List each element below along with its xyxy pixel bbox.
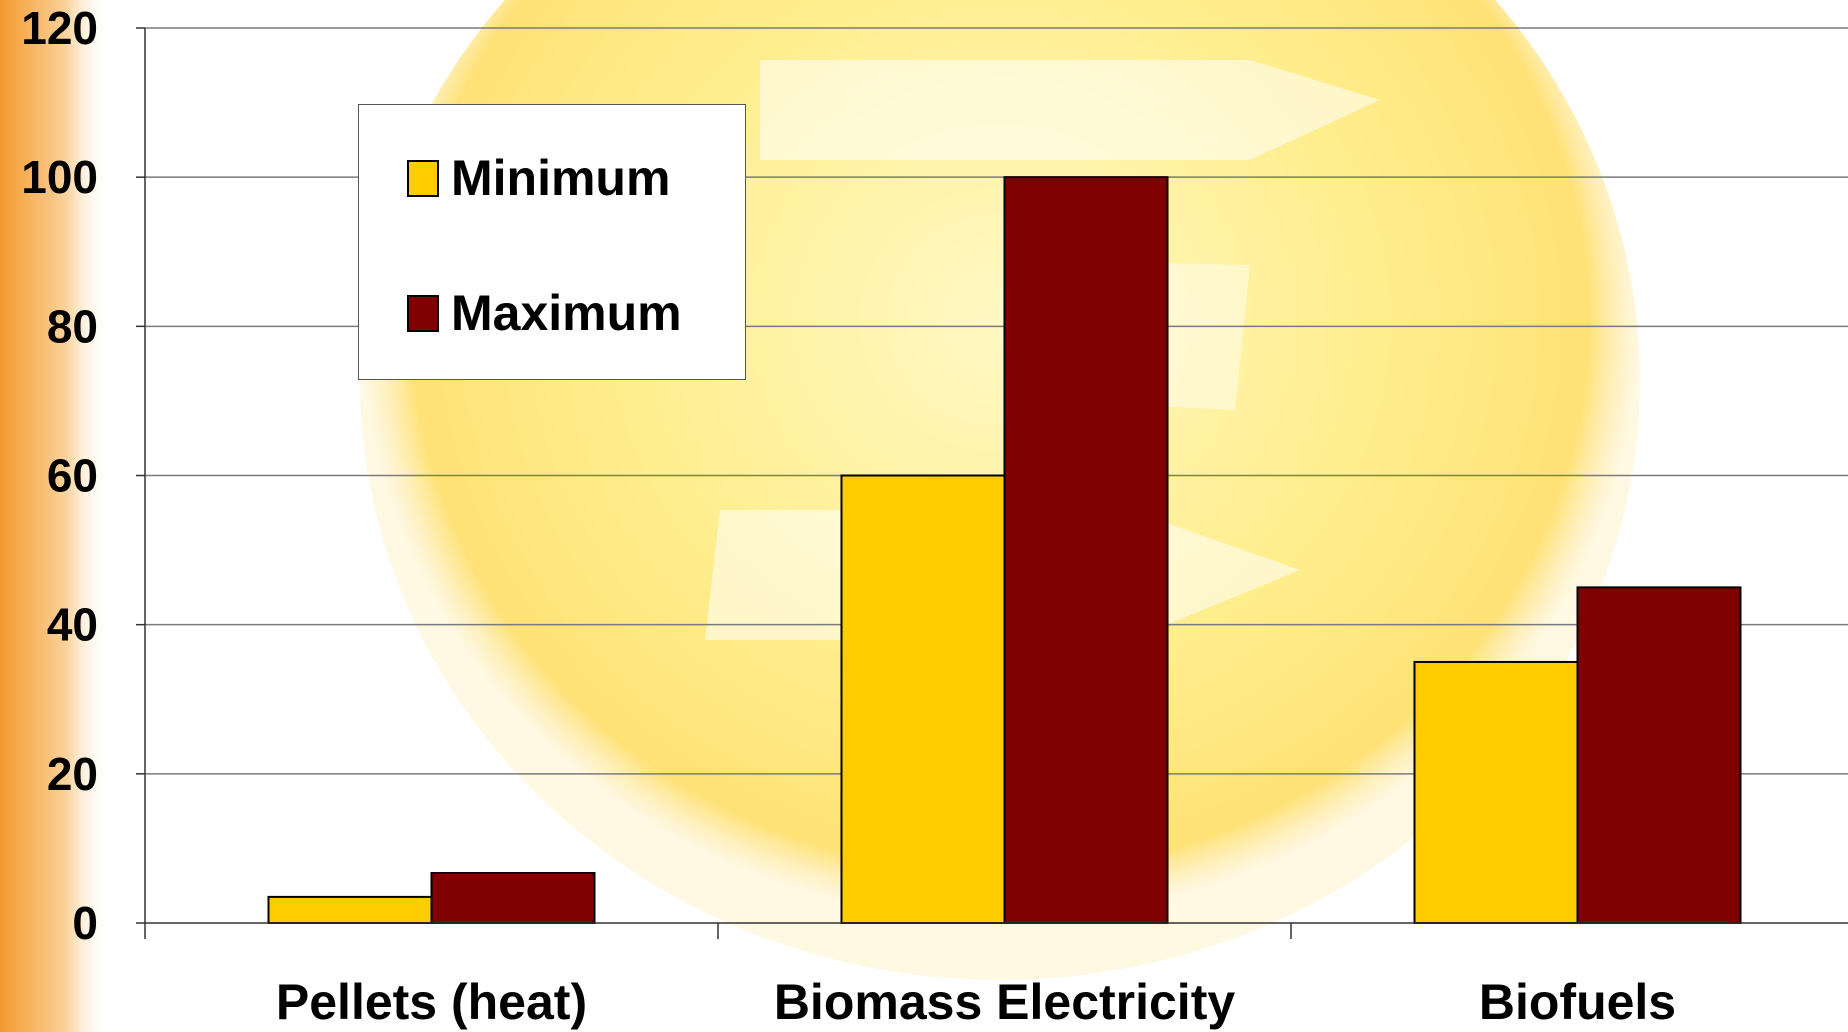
x-tick-label: Pellets (heat)	[276, 974, 587, 1030]
bar-minimum-1	[840, 474, 1006, 924]
y-tick-label: 40	[47, 599, 98, 651]
legend-swatch-maximum	[407, 294, 439, 332]
y-tick-label: 100	[21, 151, 98, 203]
y-tick-label: 20	[47, 748, 98, 800]
legend-item-minimum: Minimum	[407, 153, 670, 203]
bar-minimum-0	[267, 895, 433, 924]
bar-maximum-1	[1003, 176, 1169, 924]
legend: Minimum Maximum	[358, 104, 746, 380]
legend-item-maximum: Maximum	[407, 288, 682, 338]
axes	[136, 27, 1848, 939]
x-axis-labels: Pellets (heat) Biomass Electricity Biofuel…	[276, 974, 1676, 1030]
y-tick-label: 60	[47, 450, 98, 502]
y-tick-label: 0	[72, 897, 98, 949]
y-tick-label: 120	[21, 2, 98, 54]
x-tick-label: Biofuels	[1479, 974, 1676, 1030]
legend-swatch-minimum	[407, 159, 439, 197]
bar-maximum-2	[1576, 586, 1742, 924]
background-arrow-shape	[760, 60, 1380, 160]
legend-label-maximum: Maximum	[451, 285, 682, 341]
bar-minimum-2	[1413, 660, 1579, 924]
x-tick-label: Biomass Electricity	[774, 974, 1236, 1030]
y-tick-label: 80	[47, 300, 98, 352]
legend-label-minimum: Minimum	[451, 150, 671, 206]
bars	[267, 176, 1742, 925]
bar-maximum-0	[430, 872, 596, 925]
y-axis-ticks: 0 20 40 60 80 100 120	[21, 2, 98, 949]
left-accent-strip	[0, 0, 110, 1032]
